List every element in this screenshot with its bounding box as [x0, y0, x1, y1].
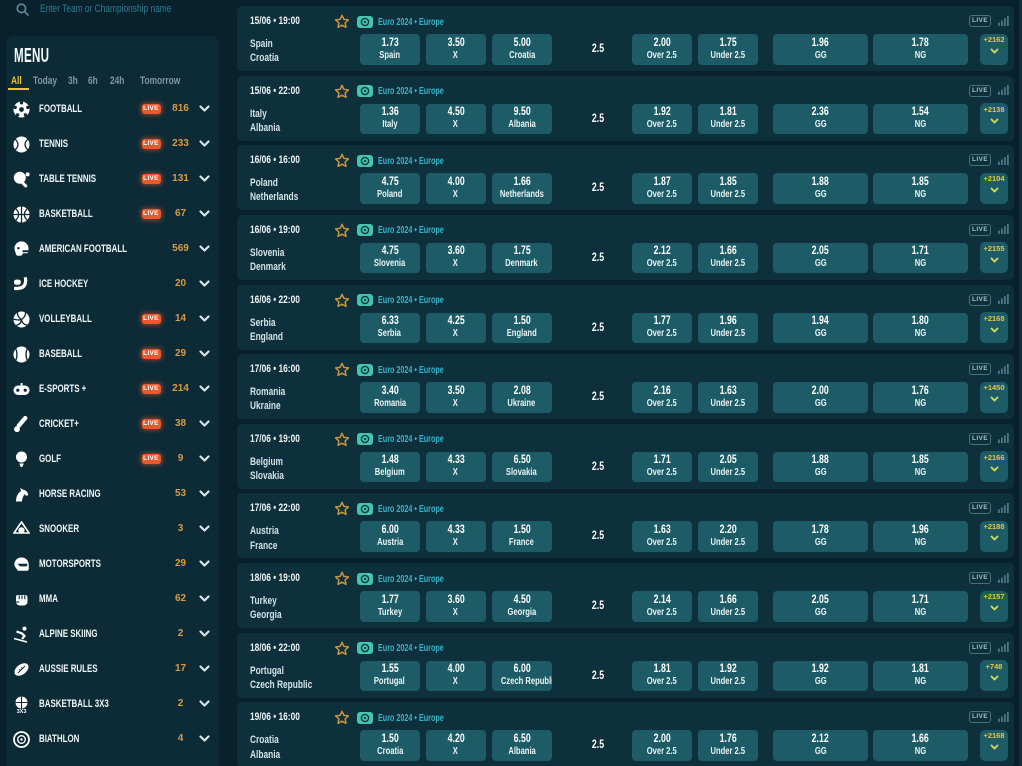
svg-text:3X3: 3X3: [17, 708, 27, 712]
